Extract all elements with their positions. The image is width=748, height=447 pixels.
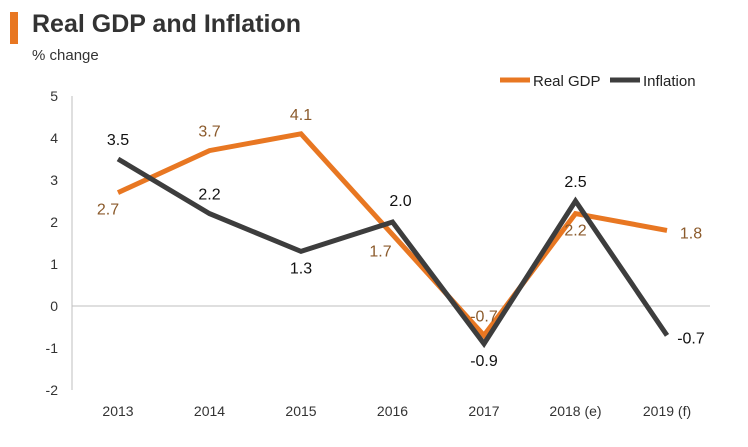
inflation-line xyxy=(116,156,670,349)
gdp-data-label: 2.7 xyxy=(97,202,119,219)
y-tick-label: -1 xyxy=(46,340,59,356)
y-tick-label: 1 xyxy=(50,256,58,272)
title-accent-bar xyxy=(10,12,18,44)
x-tick-label: 2013 xyxy=(102,403,133,419)
y-tick-label: 2 xyxy=(50,214,58,230)
chart-title: Real GDP and Inflation xyxy=(32,10,302,38)
x-tick-label: 2014 xyxy=(194,403,225,419)
gdp-data-label: 2.2 xyxy=(564,223,586,240)
y-tick-label: 0 xyxy=(50,298,58,314)
x-tick-label: 2015 xyxy=(285,403,316,419)
gdp-data-label: 1.7 xyxy=(369,244,391,261)
inflation-data-label: -0.9 xyxy=(470,353,498,370)
y-tick-label: 5 xyxy=(50,88,58,104)
y-tick-label: 4 xyxy=(50,130,58,146)
gdp-data-label: 3.7 xyxy=(198,124,220,141)
x-tick-label: 2018 (e) xyxy=(549,403,601,419)
inflation-data-label: -0.7 xyxy=(677,330,705,347)
inflation-data-label: 2.5 xyxy=(564,174,586,191)
inflation-data-label: 1.3 xyxy=(290,260,312,277)
inflation-data-label: 2.2 xyxy=(198,187,220,204)
y-tick-label: -2 xyxy=(46,382,59,398)
gdp-data-label: 1.8 xyxy=(680,225,702,242)
x-tick-label: 2017 xyxy=(468,403,499,419)
legend-gdp-label: Real GDP xyxy=(533,73,601,90)
gdp-data-label: 4.1 xyxy=(290,107,312,124)
y-tick-label: 3 xyxy=(50,172,58,188)
x-tick-label: 2019 (f) xyxy=(643,403,691,419)
gdp-data-label: -0.7 xyxy=(470,308,498,325)
inflation-data-label: 2.0 xyxy=(389,193,411,210)
chart-subtitle: % change xyxy=(32,47,99,64)
x-tick-label: 2016 xyxy=(377,403,408,419)
gdp-line xyxy=(116,131,668,340)
inflation-data-label: 3.5 xyxy=(107,132,129,149)
legend-inflation-label: Inflation xyxy=(643,73,696,90)
